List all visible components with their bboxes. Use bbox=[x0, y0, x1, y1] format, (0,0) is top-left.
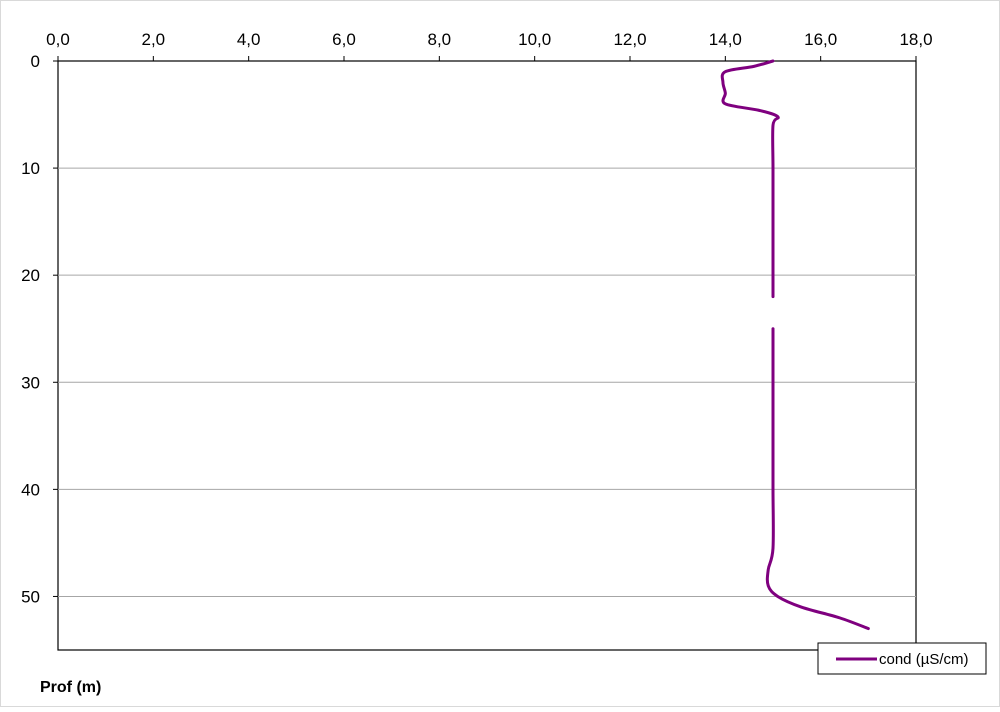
series-layer bbox=[720, 59, 870, 631]
y-axis-tick-labels: 0 10 20 30 40 50 bbox=[21, 52, 58, 606]
y-tick-label: 10 bbox=[21, 159, 40, 178]
x-axis-tick-labels: 0,0 2,0 4,0 6,0 8,0 10,0 12,0 14,0 16,0 18,0 bbox=[46, 30, 933, 61]
y-tick-label: 40 bbox=[21, 480, 40, 499]
x-tick-label: 16,0 bbox=[804, 30, 837, 49]
x-tick-label: 4,0 bbox=[237, 30, 261, 49]
series-line-cond-segment-2 bbox=[765, 327, 870, 631]
y-tick-label: 50 bbox=[21, 587, 40, 606]
y-tick-label: 30 bbox=[21, 373, 40, 392]
x-tick-label: 0,0 bbox=[46, 30, 70, 49]
x-tick-label: 10,0 bbox=[518, 30, 551, 49]
series-line-cond-segment-1 bbox=[720, 59, 780, 299]
legend-label-cond: cond (µS/cm) bbox=[879, 651, 969, 668]
y-tick-label: 20 bbox=[21, 266, 40, 285]
y-tick-label: 0 bbox=[31, 52, 40, 71]
legend: cond (µS/cm) bbox=[817, 642, 987, 675]
x-tick-label: 6,0 bbox=[332, 30, 356, 49]
x-tick-label: 8,0 bbox=[428, 30, 452, 49]
x-tick-label: 2,0 bbox=[142, 30, 166, 49]
plot-area bbox=[57, 60, 917, 651]
y-axis-label: Prof (m) bbox=[40, 679, 101, 696]
x-tick-label: 12,0 bbox=[613, 30, 646, 49]
x-tick-label: 14,0 bbox=[709, 30, 742, 49]
x-tick-label: 18,0 bbox=[899, 30, 932, 49]
